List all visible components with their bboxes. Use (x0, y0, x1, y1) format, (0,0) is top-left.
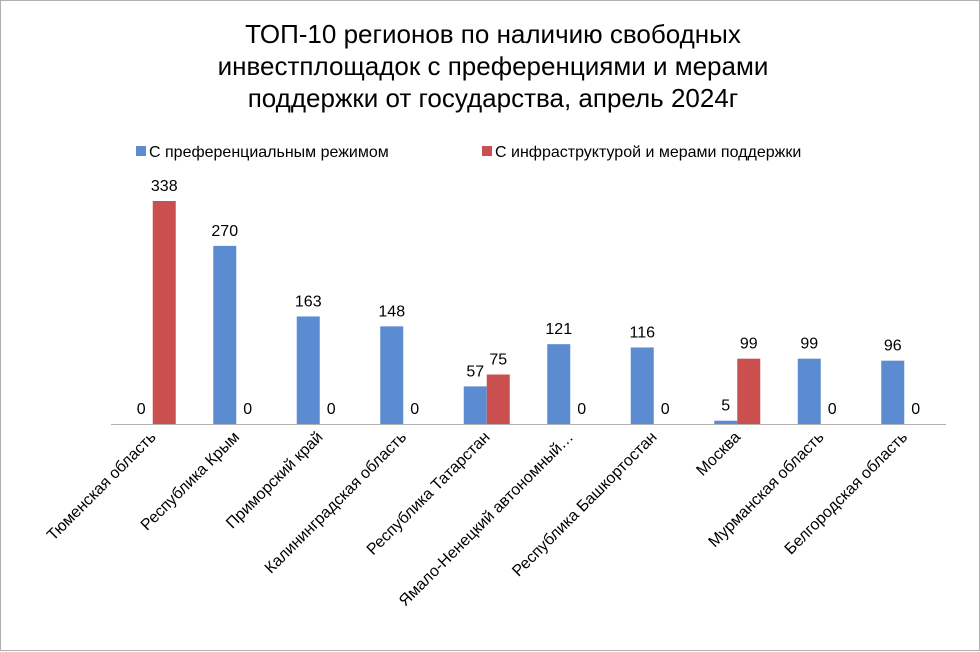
legend-swatch-infrastructure (482, 146, 492, 156)
chart-title-line-1: ТОП-10 регионов по наличию свободных (245, 19, 741, 49)
data-label-infrastructure-1: 338 (151, 178, 178, 195)
data-label-infrastructure-10: 0 (911, 401, 920, 418)
data-label-preferential-4: 148 (378, 303, 405, 320)
data-label-preferential-1: 0 (137, 401, 146, 418)
data-label-infrastructure-4: 0 (410, 401, 419, 418)
data-label-preferential-9: 99 (800, 336, 818, 353)
bar-preferential-9 (797, 358, 821, 424)
legend-item-preferential: С преференциальным режимом (136, 144, 389, 161)
data-label-preferential-2: 270 (211, 223, 238, 240)
bar-preferential-8 (714, 420, 738, 424)
data-label-preferential-6: 121 (545, 321, 572, 338)
data-label-infrastructure-2: 0 (243, 401, 252, 418)
bar-preferential-3 (296, 316, 320, 424)
bar-preferential-6 (547, 344, 571, 424)
category-label-6: Ямало-Ненецкий автономный… (396, 429, 577, 610)
bar-preferential-2 (213, 245, 237, 424)
data-label-infrastructure-8: 99 (740, 336, 758, 353)
data-label-preferential-10: 96 (884, 338, 902, 355)
legend-label-preferential: С преференциальным режимом (149, 144, 389, 161)
category-label-8: Москва (693, 429, 744, 480)
data-label-infrastructure-9: 0 (828, 401, 837, 418)
bar-infrastructure-5 (486, 374, 510, 424)
bar-preferential-5 (463, 386, 487, 424)
category-label-4: Калининградская область (262, 429, 410, 577)
data-label-preferential-5: 57 (466, 363, 484, 380)
bar-preferential-10 (881, 360, 905, 424)
data-label-infrastructure-7: 0 (661, 401, 670, 418)
data-label-preferential-8: 5 (721, 398, 730, 415)
data-label-infrastructure-5: 75 (489, 352, 507, 369)
bar-infrastructure-1 (152, 201, 176, 424)
legend-label-infrastructure: С инфраструктурой и мерами поддержки (495, 144, 801, 161)
legend-item-infrastructure: С инфраструктурой и мерами поддержки (482, 144, 801, 161)
bar-preferential-7 (630, 347, 654, 424)
category-label-7: Республика Башкортостан (509, 429, 660, 580)
legend-swatch-preferential (136, 146, 146, 156)
chart-title: ТОП-10 регионов по наличию свободных инв… (218, 19, 769, 113)
chart-title-line-3: поддержки от государства, апрель 2024г (248, 83, 739, 113)
data-label-preferential-3: 163 (295, 293, 322, 310)
data-label-infrastructure-3: 0 (327, 401, 336, 418)
data-label-preferential-7: 116 (629, 324, 655, 341)
bar-infrastructure-8 (737, 358, 761, 424)
bar-preferential-4 (380, 326, 404, 424)
chart-title-line-2: инвестплощадок с преференциями и мерами (218, 51, 769, 81)
data-label-infrastructure-6: 0 (577, 401, 586, 418)
chart-legend: С преференциальным режимом С инфраструкт… (136, 144, 801, 161)
